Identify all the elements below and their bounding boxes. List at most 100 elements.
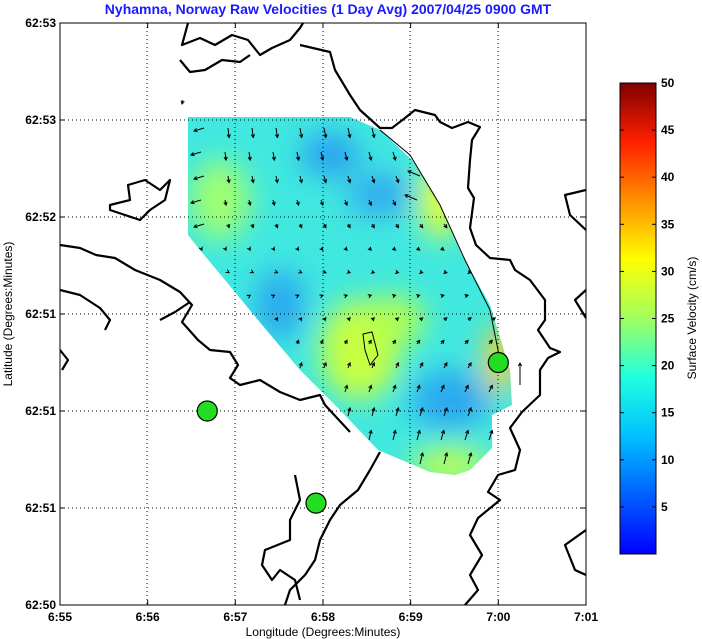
velocity-arrow (274, 316, 279, 322)
velocity-arrow (322, 223, 327, 229)
velocity-arrow (247, 199, 252, 207)
x-axis: 6:55 6:56 6:57 6:58 6:59 7:00 7:01 (48, 23, 598, 624)
velocity-arrow (343, 246, 348, 251)
velocity-arrow (322, 269, 327, 274)
velocity-arrow (274, 127, 280, 139)
velocity-arrow (395, 406, 400, 417)
velocity-arrow (344, 384, 349, 393)
velocity-arrow (222, 246, 227, 252)
velocity-arrow (464, 339, 469, 345)
velocity-arrow (491, 317, 497, 322)
velocity-arrow (467, 317, 472, 322)
colorbar-tick-label: 40 (661, 170, 675, 184)
velocity-arrow (319, 294, 324, 299)
colorbar-tick-label: 45 (661, 123, 675, 137)
velocity-arrow (368, 151, 373, 162)
velocity-arrow (193, 175, 205, 181)
velocity-arrows (180, 99, 523, 465)
velocity-arrow (368, 429, 373, 441)
velocity-arrow (344, 151, 349, 162)
velocity-arrow (440, 339, 445, 345)
velocity-arrow (416, 293, 421, 299)
velocity-arrow (395, 361, 400, 369)
velocity-arrow (347, 127, 352, 139)
velocity-arrow (371, 361, 376, 369)
velocity-arrow (391, 246, 397, 251)
velocity-arrow (320, 151, 325, 162)
velocity-arrow (368, 199, 373, 207)
velocity-arrow (322, 316, 327, 322)
velocity-arrow (367, 294, 373, 299)
velocity-arrow (299, 127, 304, 139)
velocity-arrow (419, 223, 424, 229)
colorbar-tick-label: 25 (661, 312, 675, 326)
velocity-arrow (416, 339, 421, 345)
velocity-arrow (274, 175, 279, 184)
velocity-arrow (443, 451, 449, 465)
velocity-arrow (295, 246, 300, 252)
velocity-arrow (246, 294, 252, 299)
velocity-arrow (467, 361, 472, 369)
x-axis-label: Longitude (Degrees:Minutes) (246, 625, 401, 639)
velocity-arrow (180, 99, 185, 106)
velocity-arrow (488, 384, 493, 393)
velocity-arrow (319, 246, 324, 251)
velocity-arrow (419, 269, 424, 275)
x-tick-label: 7:01 (574, 610, 598, 624)
velocity-arrow (371, 175, 376, 184)
x-tick-label: 6:57 (223, 610, 247, 624)
velocity-arrow (295, 199, 300, 207)
velocity-arrow (488, 339, 493, 345)
x-tick-label: 6:55 (48, 610, 72, 624)
velocity-arrow (467, 406, 473, 417)
velocity-arrow (247, 246, 251, 252)
velocity-arrow (298, 361, 303, 369)
velocity-arrow (347, 361, 351, 369)
colorbar-tick-label: 10 (661, 453, 675, 467)
velocity-arrow (190, 199, 202, 205)
radar-sites (196, 351, 509, 514)
velocity-arrow (323, 127, 328, 139)
velocity-arrow (404, 194, 418, 201)
colorbar-tick-label: 15 (661, 406, 675, 420)
velocity-arrow (295, 339, 300, 345)
radar-site (487, 351, 509, 374)
velocity-arrow (392, 384, 397, 393)
velocity-arrow (392, 151, 397, 162)
velocity-arrow (488, 429, 494, 441)
y-tick-label: 62:53 (25, 113, 56, 127)
velocity-arrow (416, 246, 421, 251)
velocity-arrow (407, 170, 421, 177)
velocity-arrow (346, 269, 352, 274)
colorbar-tick-label: 30 (661, 264, 675, 278)
velocity-arrow (319, 339, 324, 345)
velocity-arrow (391, 294, 397, 299)
velocity-arrow (416, 429, 421, 441)
velocity-arrow (440, 293, 445, 299)
x-tick-label: 6:56 (136, 610, 160, 624)
velocity-arrow (198, 246, 203, 252)
velocity-arrow (464, 429, 470, 441)
y-tick-label: 62:52 (25, 210, 56, 224)
velocity-arrow (395, 175, 400, 184)
y-axis: 62:53 62:53 62:52 62:51 62:51 62:51 62:50 (25, 16, 586, 612)
velocity-arrow (467, 270, 473, 275)
velocity-arrow (392, 429, 397, 441)
velocity-arrow (298, 223, 303, 229)
velocity-arrow (343, 339, 348, 345)
y-tick-label: 62:51 (25, 307, 56, 321)
y-tick-label: 62:51 (25, 404, 56, 418)
y-tick-label: 62:51 (25, 501, 56, 515)
velocity-arrow (371, 127, 376, 139)
radar-site (305, 492, 327, 514)
velocity-arrow (323, 175, 328, 184)
velocity-arrow (419, 451, 425, 465)
velocity-arrow (190, 151, 202, 157)
velocity-arrow (250, 223, 255, 229)
velocity-arrow (226, 223, 231, 229)
velocity-arrow (193, 223, 205, 229)
velocity-arrow (440, 384, 445, 393)
velocity-arrow (464, 293, 470, 298)
velocity-arrow (392, 339, 397, 345)
velocity-arrow (295, 294, 300, 299)
